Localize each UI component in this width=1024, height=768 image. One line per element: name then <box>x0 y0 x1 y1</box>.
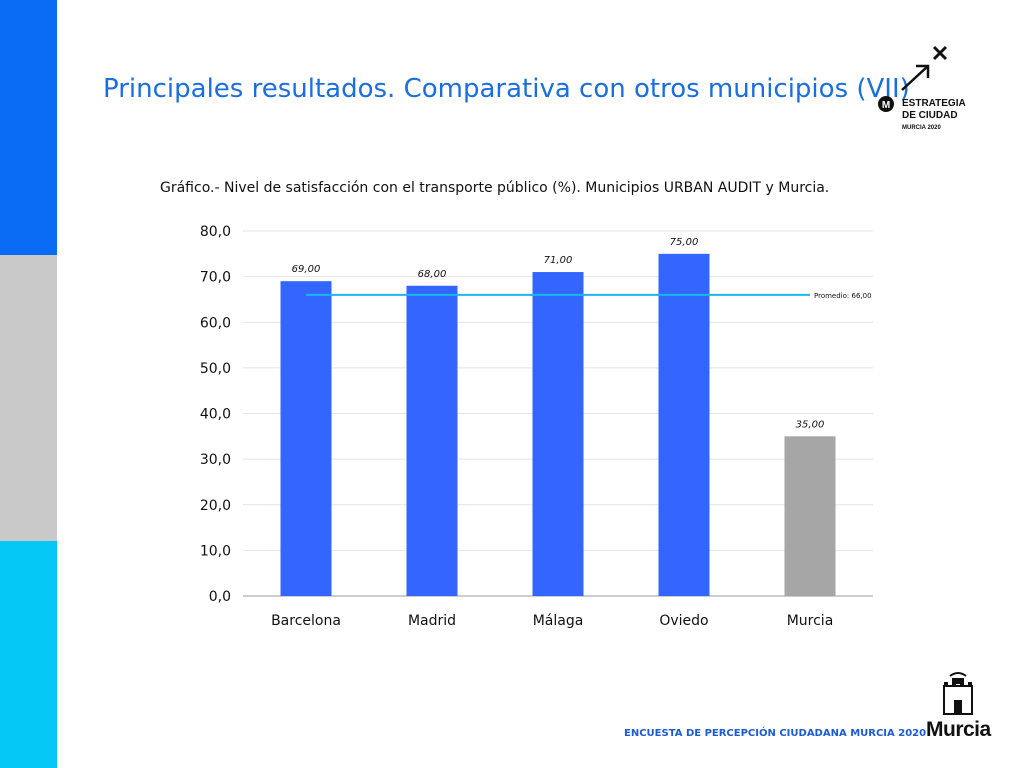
y-tick-label: 20,0 <box>200 498 231 514</box>
y-tick-label: 60,0 <box>200 315 231 331</box>
arrow-cross-icon: M <box>878 45 948 112</box>
bars <box>280 253 836 596</box>
logo-line-2: DE CIUDAD <box>902 110 958 121</box>
y-tick-label: 50,0 <box>200 361 231 377</box>
value-labels: 69,00 68,00 71,00 75,00 35,00 <box>292 237 825 431</box>
value-label: 35,00 <box>796 419 825 430</box>
murcia-logo: Murcia <box>922 668 994 748</box>
bar-madrid <box>406 285 458 596</box>
value-label: 71,00 <box>544 255 573 266</box>
bar-málaga <box>532 272 584 596</box>
side-band-gray <box>0 255 57 541</box>
x-tick-label: Málaga <box>533 613 584 629</box>
x-tick-label: Barcelona <box>271 613 341 629</box>
value-label: 69,00 <box>292 264 321 275</box>
bar-murcia <box>784 436 836 596</box>
side-band-blue <box>0 0 57 255</box>
y-tick-label: 30,0 <box>200 452 231 468</box>
x-tick-label: Oviedo <box>659 613 708 629</box>
bar-barcelona <box>280 281 332 596</box>
logo-badge-letter: M <box>882 100 890 111</box>
x-tick-label: Murcia <box>787 613 834 629</box>
y-tick-label: 70,0 <box>200 270 231 286</box>
page-title: Principales resultados. Comparativa con … <box>103 74 910 104</box>
logo-line-3: MURCIA 2020 <box>902 125 941 131</box>
footer-survey-title: ENCUESTA DE PERCEPCIÓN CIUDADANA MURCIA … <box>624 728 927 739</box>
side-band-cyan <box>0 541 57 768</box>
y-axis-labels: 0,0 10,0 20,0 30,0 40,0 50,0 60,0 70,0 80,0 <box>200 224 231 605</box>
average-line-group: Promedio: 66,00 <box>306 292 872 300</box>
chart-title: Gráfico.- Nivel de satisfacción con el t… <box>160 180 830 196</box>
municipality-name: Murcia <box>926 718 991 741</box>
estrategia-ciudad-logo: M ESTRATEGIA DE CIUDAD MURCIA 2020 <box>872 42 972 134</box>
value-label: 68,00 <box>418 269 447 280</box>
castle-crest-icon <box>943 672 973 715</box>
average-line-label: Promedio: 66,00 <box>814 292 872 300</box>
y-tick-label: 80,0 <box>200 224 231 240</box>
y-tick-label: 0,0 <box>209 589 231 605</box>
logo-line-1: ESTRATEGIA <box>902 98 966 109</box>
bar-oviedo <box>658 253 710 596</box>
value-label: 75,00 <box>670 237 699 248</box>
y-tick-label: 10,0 <box>200 543 231 559</box>
y-tick-label: 40,0 <box>200 407 231 423</box>
x-tick-label: Madrid <box>408 613 456 629</box>
x-axis-labels: Barcelona Madrid Málaga Oviedo Murcia <box>271 613 833 629</box>
